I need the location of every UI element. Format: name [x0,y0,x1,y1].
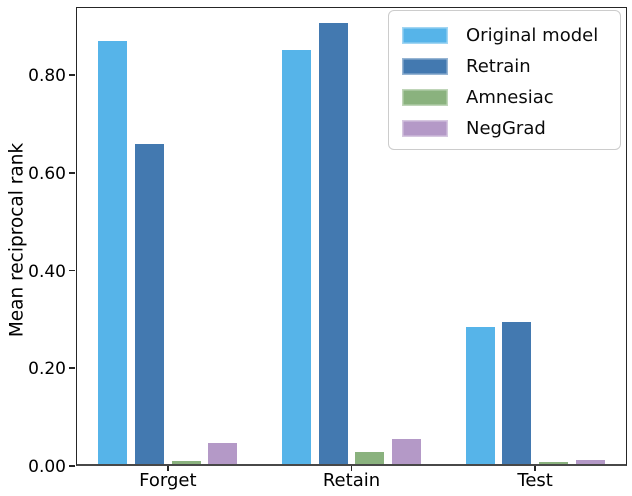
y-tick-label: 0.80 [28,66,66,87]
legend-row-original-model: Original model [402,20,620,51]
bar-retrain-retain [318,22,348,466]
legend-label: NegGrad [466,118,546,139]
y-tick-mark [69,269,75,272]
legend-row-neggrad: NegGrad [402,113,620,144]
x-tick-mark [166,466,169,471]
y-tick-mark [69,74,75,77]
y-tick-label: 0.20 [28,359,66,380]
legend-label: Retrain [466,56,531,77]
x-tick-label-forget: Forget [139,470,197,491]
bar-original-model-retain [281,49,311,466]
bar-amnesiac-retain [355,452,385,466]
legend-swatch-icon [402,120,448,137]
y-tick-label: 0.60 [28,164,66,185]
legend-row-amnesiac: Amnesiac [402,82,620,113]
legend-swatch-icon [402,58,448,75]
plot-area [76,7,627,466]
legend-label: Amnesiac [466,87,554,108]
x-tick-mark [534,466,536,471]
bar-original-model-forget [98,41,128,466]
y-tick-mark [69,367,75,370]
bar-neggrad-forget [208,442,238,466]
x-tick-mark [350,466,353,471]
y-tick-label: 0.00 [28,457,66,477]
bar-retrain-forget [134,143,164,466]
y-tick-mark [69,465,75,467]
legend-row-retrain: Retrain [402,51,620,82]
legend: Original model Retrain Amnesiac NegGrad [388,10,621,150]
bar-original-model-test [465,326,495,466]
x-tick-label-retain: Retain [322,470,381,491]
legend-swatch-icon [402,27,448,44]
legend-swatch-icon [402,89,448,106]
bar-amnesiac-forget [171,461,201,466]
bar-amnesiac-test [539,462,569,466]
y-tick-label: 0.40 [28,261,66,282]
bar-retrain-test [502,321,532,466]
legend-label: Original model [466,25,599,46]
x-tick-label-test: Test [517,470,553,491]
bar-neggrad-test [575,460,605,466]
y-tick-mark [69,172,75,174]
bar-neggrad-retain [392,439,422,466]
